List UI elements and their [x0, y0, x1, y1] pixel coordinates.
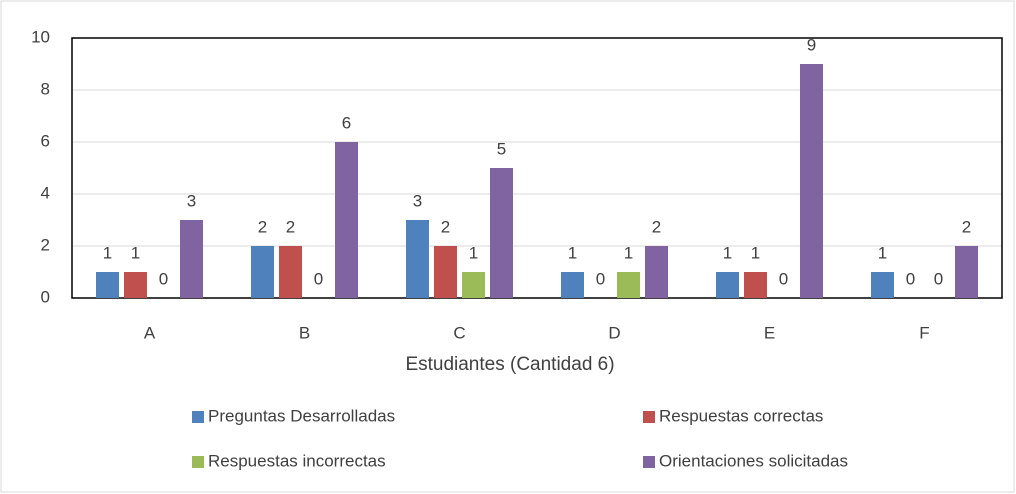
- data-label: 2: [441, 217, 450, 236]
- bar: [800, 64, 823, 298]
- bar: [96, 272, 119, 298]
- x-tick-label: A: [144, 323, 156, 342]
- legend-swatch: [192, 411, 204, 423]
- legend-swatch: [643, 411, 655, 423]
- data-label: 1: [568, 243, 577, 262]
- bar: [716, 272, 739, 298]
- x-tick-label: B: [299, 323, 310, 342]
- data-label: 5: [497, 139, 506, 158]
- legend-label: Respuestas correctas: [659, 406, 823, 425]
- data-label: 0: [596, 269, 605, 288]
- x-tick-label: D: [608, 323, 620, 342]
- bar: [462, 272, 485, 298]
- legend-label: Orientaciones solicitadas: [659, 451, 848, 470]
- data-label: 1: [103, 243, 112, 262]
- data-label: 1: [469, 243, 478, 262]
- data-label: 2: [258, 217, 267, 236]
- y-tick-label: 0: [41, 287, 50, 306]
- bar: [124, 272, 147, 298]
- data-label: 0: [159, 269, 168, 288]
- bar: [434, 246, 457, 298]
- data-label: 0: [906, 269, 915, 288]
- data-label: 0: [314, 269, 323, 288]
- data-label: 1: [723, 243, 732, 262]
- legend-label: Preguntas Desarrolladas: [208, 406, 395, 425]
- data-label: 0: [779, 269, 788, 288]
- y-tick-label: 10: [31, 27, 50, 46]
- bar: [871, 272, 894, 298]
- x-tick-label: C: [453, 323, 465, 342]
- y-tick-label: 6: [41, 131, 50, 150]
- data-label: 1: [751, 243, 760, 262]
- legend-swatch: [643, 456, 655, 468]
- bar: [561, 272, 584, 298]
- bar: [490, 168, 513, 298]
- bar: [406, 220, 429, 298]
- y-tick-label: 4: [41, 183, 50, 202]
- data-label: 2: [962, 217, 971, 236]
- bar: [744, 272, 767, 298]
- bar: [645, 246, 668, 298]
- bar: [180, 220, 203, 298]
- data-label: 3: [187, 191, 196, 210]
- y-tick-label: 2: [41, 235, 50, 254]
- bar: [617, 272, 640, 298]
- bar: [251, 246, 274, 298]
- data-label: 2: [652, 217, 661, 236]
- data-label: 6: [342, 113, 351, 132]
- data-label: 1: [878, 243, 887, 262]
- data-label: 3: [413, 191, 422, 210]
- plot-border: [71, 37, 1003, 299]
- data-label: 0: [934, 269, 943, 288]
- legend-swatch: [192, 456, 204, 468]
- x-tick-label: F: [919, 323, 929, 342]
- data-label: 1: [624, 243, 633, 262]
- data-label: 2: [286, 217, 295, 236]
- legend-label: Respuestas incorrectas: [208, 451, 386, 470]
- x-axis-label: Estudiantes (Cantidad 6): [405, 354, 614, 375]
- bar: [279, 246, 302, 298]
- x-tick-label: E: [764, 323, 775, 342]
- bar: [335, 142, 358, 298]
- data-label: 1: [131, 243, 140, 262]
- y-tick-label: 8: [41, 79, 50, 98]
- bar: [955, 246, 978, 298]
- data-label: 9: [807, 35, 816, 54]
